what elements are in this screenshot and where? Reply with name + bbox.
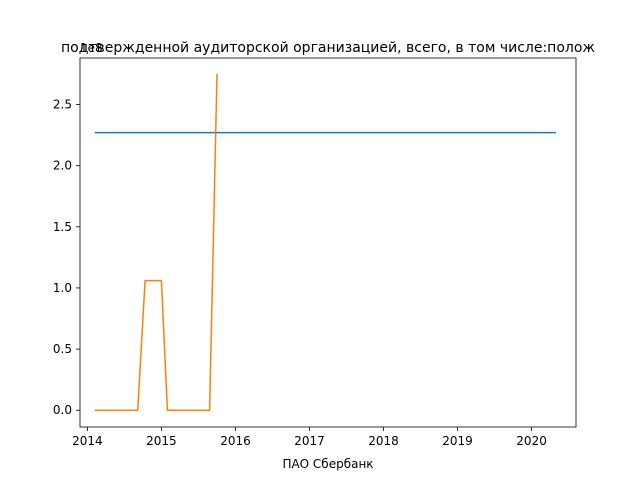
plot-frame	[79, 57, 577, 428]
x-axis-label: ПАО Сбербанк	[282, 457, 373, 471]
y-tick-label: 0.5	[53, 342, 72, 356]
x-tick-label: 2017	[294, 434, 325, 448]
y-tick-label: 1.5	[53, 220, 72, 234]
y-tick-label: 0.0	[53, 403, 72, 417]
series-line-2	[94, 73, 218, 411]
x-tick-label: 2018	[368, 434, 399, 448]
y-tick-label: 1.0	[53, 281, 72, 295]
x-tick-label: 2016	[220, 434, 251, 448]
y-tick-label: 2.0	[53, 159, 72, 173]
axes-layer: 2014 2015 2016 2017 2018 2019 2020 0.0 0.5 1.0 1.5…	[53, 57, 577, 448]
x-tick-label: 2015	[146, 434, 177, 448]
x-tick-label: 2020	[516, 434, 547, 448]
x-tick-label: 2019	[442, 434, 473, 448]
chart-title: подтвержденной аудиторской организацией,…	[61, 40, 595, 56]
y-tick-label: 2.5	[53, 97, 72, 111]
x-tick-label: 2014	[72, 434, 103, 448]
y-offset-text: 1e8	[80, 41, 103, 55]
series-layer	[94, 73, 556, 411]
plot-area	[80, 58, 576, 427]
